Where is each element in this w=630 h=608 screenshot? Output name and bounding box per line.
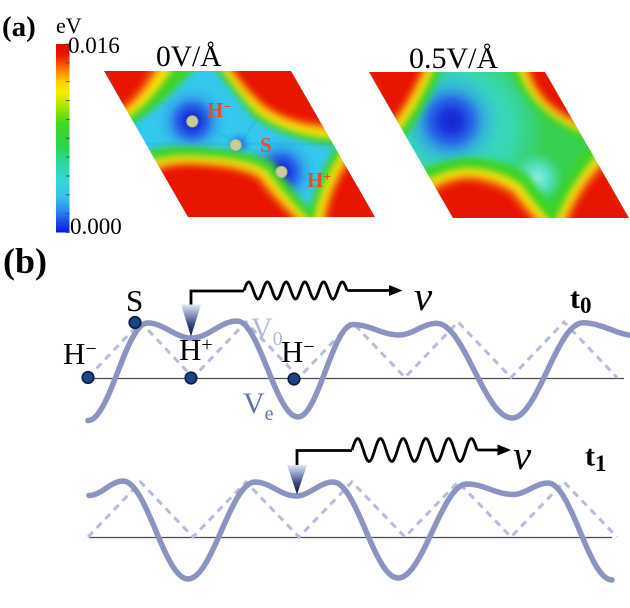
svg-text:(a): (a) xyxy=(2,11,36,43)
svg-text:v: v xyxy=(513,432,532,478)
svg-text:H−: H− xyxy=(63,336,97,371)
svg-text:V0: V0 xyxy=(251,312,283,350)
svg-text:S: S xyxy=(260,133,272,157)
svg-text:eV: eV xyxy=(56,13,82,38)
svg-text:(b): (b) xyxy=(3,241,47,281)
svg-text:0.000: 0.000 xyxy=(70,214,122,239)
svg-text:t0: t0 xyxy=(570,282,592,318)
svg-text:H+: H+ xyxy=(179,332,213,367)
svg-text:Ve: Ve xyxy=(243,387,274,425)
svg-text:H−: H− xyxy=(281,334,315,369)
svg-text:S: S xyxy=(126,283,143,318)
svg-text:t1: t1 xyxy=(585,440,607,477)
svg-text:0V/Å: 0V/Å xyxy=(156,41,222,73)
svg-text:v: v xyxy=(414,273,433,319)
svg-text:0.016: 0.016 xyxy=(68,33,120,58)
svg-text:0.5V/Å: 0.5V/Å xyxy=(409,42,499,75)
